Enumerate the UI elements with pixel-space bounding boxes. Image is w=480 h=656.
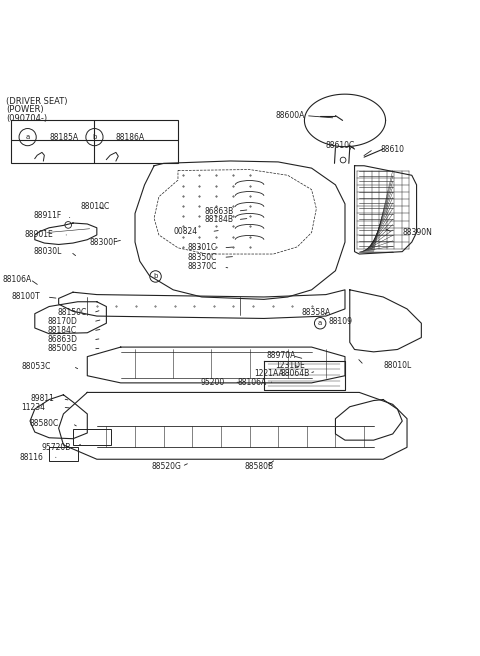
Text: 88911F: 88911F <box>34 211 62 220</box>
Text: 88109: 88109 <box>328 318 352 326</box>
Text: 88580B: 88580B <box>245 462 274 471</box>
FancyBboxPatch shape <box>73 428 111 445</box>
Circle shape <box>314 318 326 329</box>
FancyBboxPatch shape <box>49 447 78 461</box>
Text: 88010L: 88010L <box>383 361 411 370</box>
FancyBboxPatch shape <box>11 121 178 163</box>
Text: 88184C: 88184C <box>47 327 76 335</box>
Circle shape <box>86 129 103 146</box>
Text: 88390N: 88390N <box>402 228 432 237</box>
Text: a: a <box>25 134 30 140</box>
Text: 11234: 11234 <box>22 403 46 412</box>
Text: b: b <box>153 274 158 279</box>
Text: (DRIVER SEAT): (DRIVER SEAT) <box>6 96 68 106</box>
Text: 88901E: 88901E <box>24 230 53 239</box>
Text: 00824: 00824 <box>173 227 197 236</box>
Text: 88100T: 88100T <box>12 293 40 302</box>
Text: b: b <box>92 134 96 140</box>
Text: 88185A: 88185A <box>49 133 78 142</box>
Text: 88970A: 88970A <box>266 351 296 360</box>
Text: 95720B: 95720B <box>42 443 72 452</box>
Text: 88600A: 88600A <box>276 111 305 120</box>
Text: 88184B: 88184B <box>204 215 233 224</box>
Text: 88300F: 88300F <box>90 237 118 247</box>
Circle shape <box>150 271 161 282</box>
Text: 95200: 95200 <box>201 379 225 388</box>
Text: 88520G: 88520G <box>152 462 181 471</box>
Text: 88350C: 88350C <box>188 253 217 262</box>
Text: 88170D: 88170D <box>47 318 77 326</box>
Text: 88010C: 88010C <box>80 202 109 211</box>
Text: 88053C: 88053C <box>22 361 51 371</box>
Text: 1231DE: 1231DE <box>275 361 305 370</box>
Text: 88186A: 88186A <box>116 133 145 142</box>
Text: 88106A: 88106A <box>238 379 267 388</box>
Text: 88150C: 88150C <box>58 308 87 318</box>
Text: 88610: 88610 <box>381 144 405 154</box>
Text: 86863B: 86863B <box>204 207 233 216</box>
Text: 88301C: 88301C <box>188 243 217 253</box>
Text: 88358A: 88358A <box>301 308 330 318</box>
Circle shape <box>19 129 36 146</box>
Text: 88116: 88116 <box>20 453 43 462</box>
Text: 88370C: 88370C <box>188 262 217 272</box>
Text: 89811: 89811 <box>30 394 54 403</box>
Text: 88106A: 88106A <box>2 275 32 284</box>
Text: 86863D: 86863D <box>47 335 77 344</box>
Text: 88030L: 88030L <box>34 247 62 256</box>
Text: (POWER): (POWER) <box>6 105 44 114</box>
Text: 88500G: 88500G <box>47 344 77 354</box>
Text: 88580C: 88580C <box>29 419 58 428</box>
Text: 1221AA: 1221AA <box>254 369 284 378</box>
Text: a: a <box>318 320 322 326</box>
Text: 88064B: 88064B <box>281 369 310 378</box>
Text: (090704-): (090704-) <box>6 113 48 123</box>
Text: 88610C: 88610C <box>326 141 355 150</box>
